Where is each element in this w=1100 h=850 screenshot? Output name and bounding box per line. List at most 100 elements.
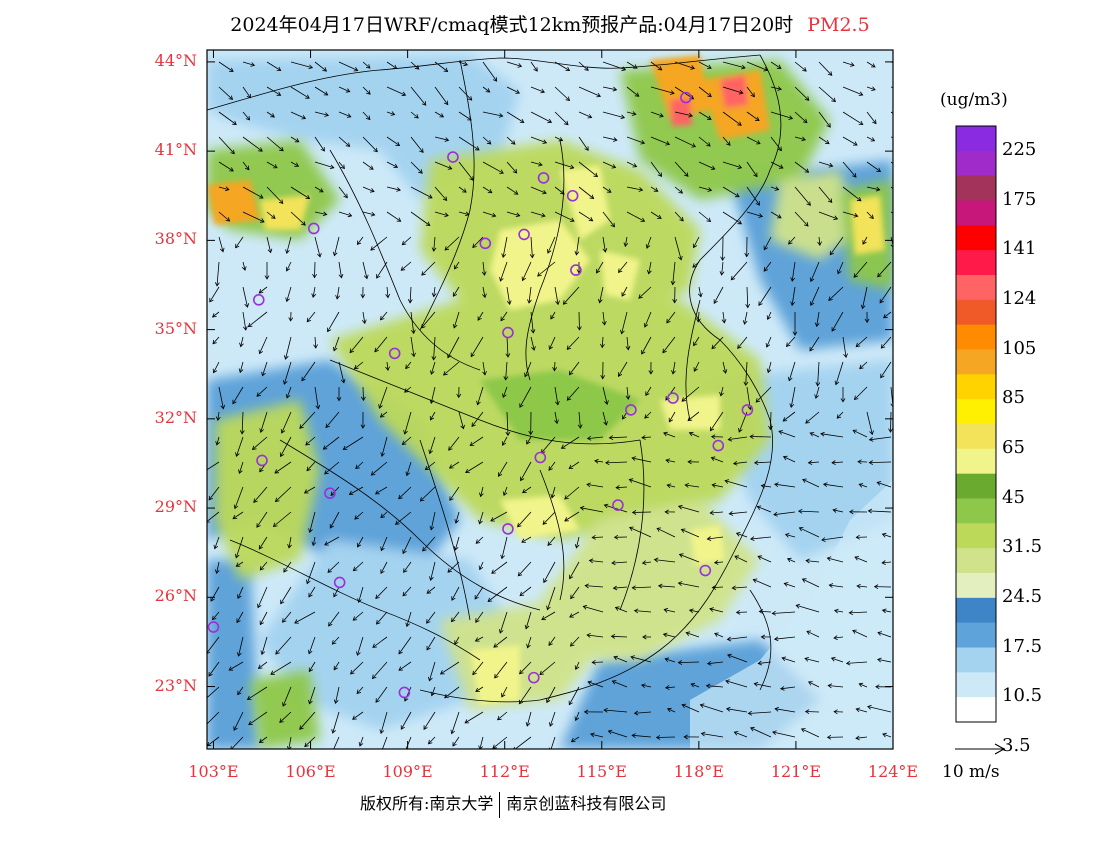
wind-arrow (890, 236, 893, 247)
station-marker (447, 151, 459, 163)
wind-arrow-head (901, 63, 905, 67)
wind-arrow (748, 711, 772, 714)
wind-arrow (259, 611, 268, 625)
wind-arrow-head (352, 566, 358, 572)
wind-arrow-head (665, 685, 670, 690)
wind-arrow (458, 136, 480, 151)
wind-arrow (281, 411, 292, 434)
wind-arrow-head (843, 353, 848, 358)
wind-arrow-head (238, 368, 244, 374)
wind-arrow (530, 61, 538, 72)
wind-arrow-head (705, 683, 711, 689)
wind-arrow (514, 736, 532, 749)
wind-arrow-head (500, 316, 505, 322)
colorbar-label: 31.5 (1002, 536, 1043, 558)
wind-arrow (242, 111, 250, 121)
wind-arrow-head (631, 585, 636, 591)
wind-arrow (802, 479, 820, 488)
wind-arrow-head (783, 582, 789, 587)
wind-arrow (578, 211, 593, 222)
wind-arrow-head (803, 222, 809, 227)
wind-arrow-head (569, 164, 575, 170)
wind-arrow (758, 286, 772, 306)
station-marker (398, 686, 411, 699)
wind-arrow-head (279, 146, 284, 152)
wind-arrow-head (804, 168, 810, 173)
wind-arrow-head (373, 147, 378, 153)
wind-arrow (404, 386, 412, 393)
wind-arrow-head (633, 608, 639, 614)
wind-arrow (709, 608, 724, 613)
wind-arrow (859, 361, 868, 369)
wind-arrow (678, 582, 700, 588)
wind-arrow-head (402, 591, 407, 597)
station-marker (207, 621, 220, 633)
wind-arrow-head (737, 220, 743, 225)
wind-arrow (831, 657, 844, 663)
wind-arrow-head (304, 742, 309, 748)
wind-arrow (746, 61, 768, 71)
wind-arrow-head (322, 211, 328, 217)
lat-label-35: 35°N (154, 318, 197, 338)
lat-label-23: 23°N (154, 675, 197, 695)
wind-arrow (755, 386, 772, 403)
wind-arrow-head (680, 528, 686, 533)
wind-arrow (707, 536, 724, 540)
wind-arrow-head (546, 605, 551, 611)
wind-arrow-head (692, 263, 697, 268)
wind-arrow-head (725, 679, 730, 684)
wind-arrow (746, 86, 755, 97)
wind-arrow-head (618, 372, 623, 377)
wind-arrow (805, 711, 820, 713)
wind-arrow (701, 733, 724, 738)
wind-arrow (338, 61, 358, 71)
wind-arrow (314, 161, 334, 169)
wind-arrow (626, 336, 629, 350)
wind-arrow (697, 311, 700, 322)
wind-arrow-head (707, 64, 712, 69)
wind-arrow-head (688, 431, 694, 437)
wind-arrow (479, 561, 484, 570)
wind-arrow (575, 711, 580, 721)
wind-arrow (448, 436, 460, 451)
wind-arrow (314, 86, 328, 96)
wind-arrow (570, 636, 580, 647)
wind-arrow-head (633, 710, 639, 716)
wind-arrow (530, 211, 546, 217)
wind-arrow (519, 586, 532, 596)
wind-arrow (482, 261, 485, 276)
lat-label-38: 38°N (154, 229, 197, 249)
wind-arrow (386, 286, 389, 298)
wind-arrow (750, 727, 772, 738)
wind-arrow-head (327, 327, 332, 333)
wind-arrow (218, 111, 237, 125)
wind-arrow-head (214, 282, 220, 287)
wind-arrow-head (515, 212, 521, 218)
wind-arrow-head (530, 329, 536, 334)
wind-arrow-head (788, 115, 794, 120)
wind-arrow-head (253, 498, 258, 503)
wind-arrow (480, 486, 484, 497)
wind-arrow (338, 361, 345, 383)
wind-arrow (526, 436, 532, 445)
wind-arrow (726, 708, 748, 713)
wind-arrow-head (679, 216, 684, 222)
wind-arrow-head (526, 643, 531, 649)
wind-arrow-head (482, 293, 487, 299)
wind-arrow (402, 236, 412, 245)
wind-arrow (528, 286, 532, 304)
wind-arrow (469, 436, 484, 446)
wind-arrow-head (474, 637, 480, 642)
wind-arrow-head (566, 345, 572, 350)
wind-arrow-head (613, 534, 619, 540)
wind-arrow-head (777, 146, 782, 152)
lon-label-124: 124°E (867, 762, 919, 781)
wind-arrow (362, 61, 371, 69)
wind-arrow-head (713, 560, 719, 565)
wind-arrow (611, 561, 628, 564)
wind-arrow (634, 610, 652, 613)
wind-arrow-head (848, 610, 854, 616)
colorbar-segment (956, 374, 996, 400)
wind-arrow (270, 661, 292, 675)
wind-arrow-head (548, 466, 553, 471)
